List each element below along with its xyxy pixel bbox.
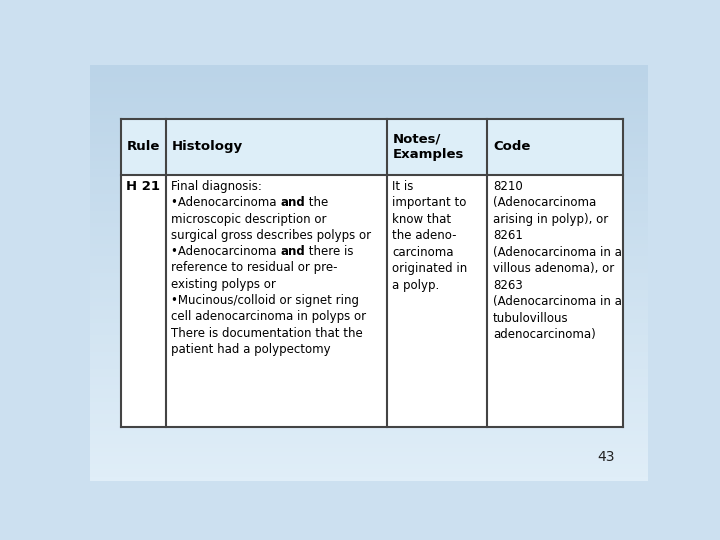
Text: microscopic description or: microscopic description or xyxy=(171,213,327,226)
Text: It is
important to
know that
the adeno-
carcinoma
originated in
a polyp.: It is important to know that the adeno- … xyxy=(392,180,468,292)
Text: •Adenocarcinoma: •Adenocarcinoma xyxy=(171,245,281,258)
Text: the: the xyxy=(305,196,329,210)
Bar xyxy=(121,119,623,427)
Text: •Adenocarcinoma: •Adenocarcinoma xyxy=(171,196,281,210)
Text: Final diagnosis:: Final diagnosis: xyxy=(171,180,262,193)
Text: 43: 43 xyxy=(597,450,615,464)
Text: Code: Code xyxy=(493,140,530,153)
Text: and: and xyxy=(281,196,305,210)
Text: Rule: Rule xyxy=(126,140,160,153)
Text: patient had a polypectomy: patient had a polypectomy xyxy=(171,343,331,356)
Text: •Mucinous/colloid or signet ring: •Mucinous/colloid or signet ring xyxy=(171,294,359,307)
Text: and: and xyxy=(281,245,305,258)
Bar xyxy=(121,119,623,175)
Text: reference to residual or pre-: reference to residual or pre- xyxy=(171,261,338,274)
Text: there is: there is xyxy=(305,245,354,258)
Text: Notes/
Examples: Notes/ Examples xyxy=(392,133,464,161)
Text: Histology: Histology xyxy=(171,140,243,153)
Text: H 21: H 21 xyxy=(126,180,161,193)
Text: surgical gross describes polyps or: surgical gross describes polyps or xyxy=(171,229,372,242)
Text: existing polyps or: existing polyps or xyxy=(171,278,276,291)
Text: 8210
(Adenocarcinoma
arising in polyp), or
8261
(Adenocarcinoma in a
villous ade: 8210 (Adenocarcinoma arising in polyp), … xyxy=(493,180,622,341)
Text: There is documentation that the: There is documentation that the xyxy=(171,327,363,340)
Text: cell adenocarcinoma in polyps or: cell adenocarcinoma in polyps or xyxy=(171,310,366,323)
